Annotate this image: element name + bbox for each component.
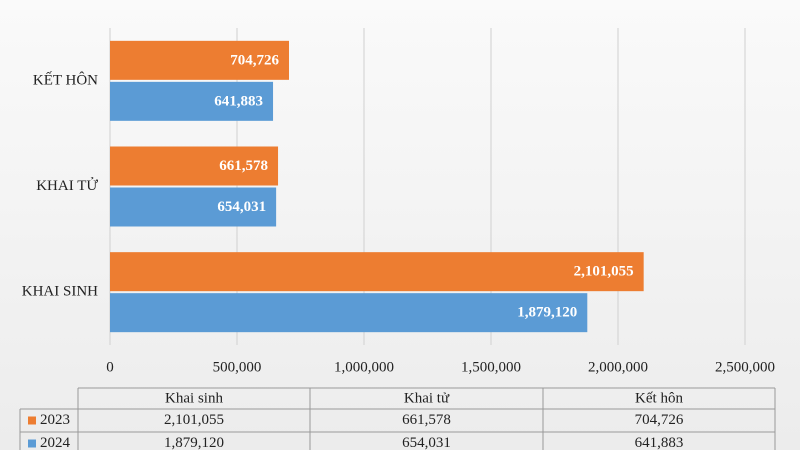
table-header: Khai sinh xyxy=(165,390,223,406)
value-label: 641,883 xyxy=(214,93,263,109)
x-tick-label: 2,500,000 xyxy=(715,359,775,375)
table-cell: 704,726 xyxy=(635,412,684,428)
bar xyxy=(110,293,588,333)
table-cell: 641,883 xyxy=(635,435,684,450)
bar xyxy=(110,146,279,186)
table-cell: 2,101,055 xyxy=(164,412,224,428)
bar xyxy=(110,252,644,292)
x-tick-label: 1,000,000 xyxy=(334,359,394,375)
table-header: Khai tử xyxy=(404,390,450,406)
x-tick-label: 0 xyxy=(106,359,114,375)
legend-swatch xyxy=(28,439,36,448)
table-cell: 654,031 xyxy=(402,435,451,450)
y-tick-label: KHAI TỬ xyxy=(36,177,98,194)
value-label: 1,879,120 xyxy=(517,305,577,321)
x-tick-label: 1,500,000 xyxy=(461,359,521,375)
table-cell: 1,879,120 xyxy=(164,435,224,450)
bar xyxy=(110,81,274,121)
legend-label: 2024 xyxy=(40,435,71,450)
table-header: Kết hôn xyxy=(635,390,683,406)
value-label: 661,578 xyxy=(219,158,268,174)
legend-label: 2023 xyxy=(40,412,70,428)
table-cell: 661,578 xyxy=(402,412,451,428)
bar xyxy=(110,40,290,80)
value-label: 704,726 xyxy=(230,52,279,68)
legend-swatch xyxy=(28,416,36,425)
y-tick-label: KẾT HÔN xyxy=(33,71,98,88)
bar xyxy=(110,187,277,227)
x-tick-label: 500,000 xyxy=(213,359,262,375)
y-tick-label: KHAI SINH xyxy=(22,284,98,300)
x-tick-label: 2,000,000 xyxy=(588,359,648,375)
value-label: 2,101,055 xyxy=(574,264,634,280)
value-label: 654,031 xyxy=(217,199,266,215)
